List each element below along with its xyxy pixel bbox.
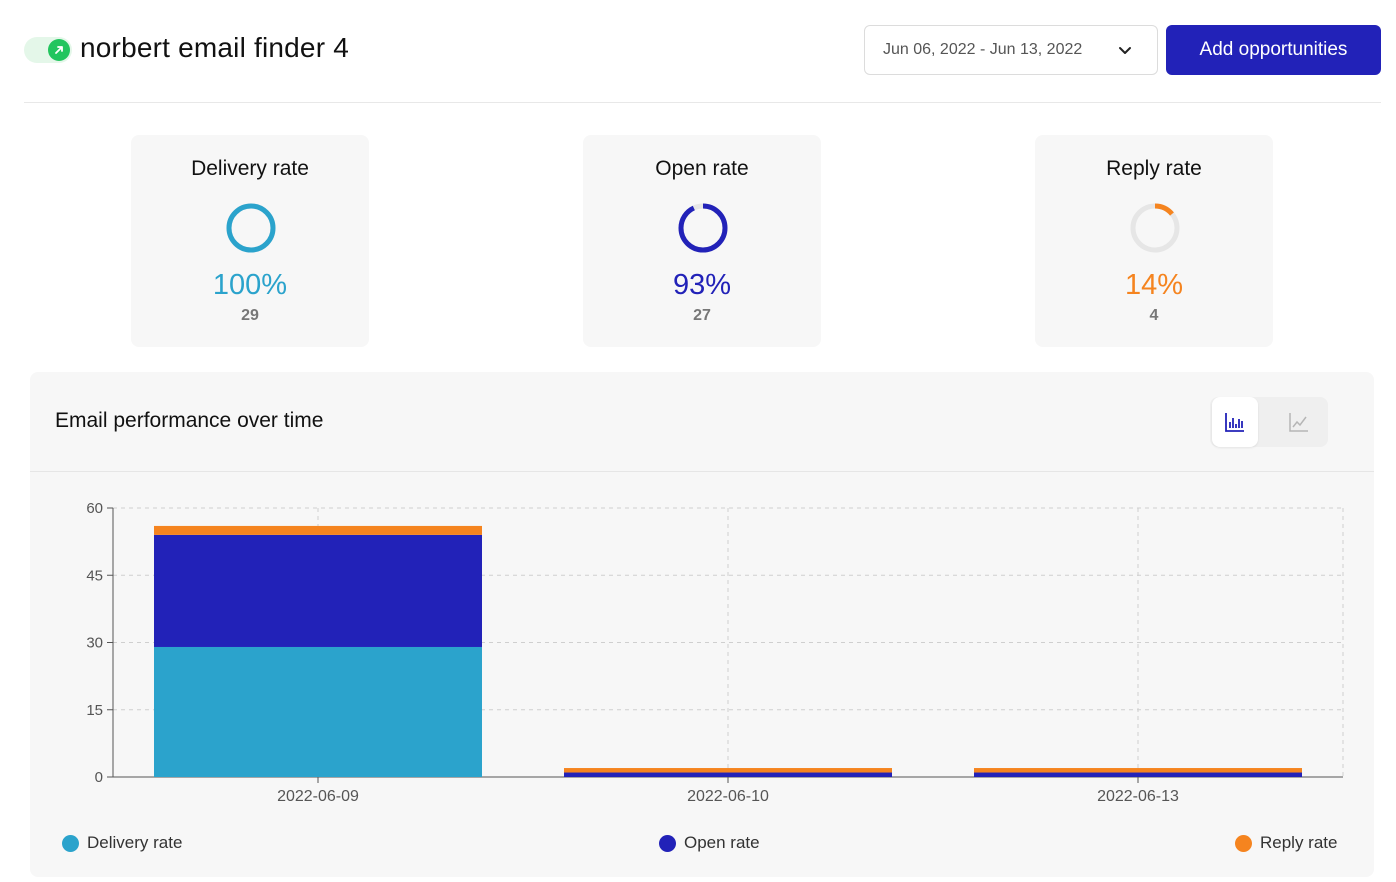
x-tick-label: 2022-06-09: [277, 788, 359, 805]
bar-open-rate-2022-06-13[interactable]: [974, 772, 1302, 777]
chevron-down-icon: [1119, 47, 1131, 54]
stat-card-reply: Reply rate 14% 4: [1035, 135, 1273, 347]
bar-reply-rate-2022-06-13[interactable]: [974, 768, 1302, 773]
x-tick-label: 2022-06-10: [687, 788, 769, 805]
stacked-bar-chart: 0 15 30 45 60 2022-06-09 2022-06-10 2022-06-13: [86, 500, 1344, 805]
header: norbert email finder 4 Jun 06, 2022 - Ju…: [24, 24, 1381, 76]
legend-item-reply[interactable]: Reply rate: [1235, 833, 1337, 853]
y-tick-label: 30: [86, 635, 103, 652]
ring-progress: [226, 203, 276, 253]
legend-dot: [659, 834, 676, 852]
y-tick-label: 0: [95, 769, 103, 786]
stat-count: 27: [693, 307, 711, 324]
legend-dot: [62, 834, 79, 852]
date-range-label: Jun 06, 2022 - Jun 13, 2022: [883, 41, 1083, 58]
stat-title: Reply rate: [1106, 157, 1202, 180]
open-rate-ring: [678, 203, 728, 253]
stat-title: Open rate: [655, 157, 749, 180]
add-opportunities-button[interactable]: Add opportunities: [1166, 25, 1381, 75]
panel-title: Email performance over time: [55, 409, 324, 432]
legend-label: Reply rate: [1260, 833, 1338, 852]
legend-label: Open rate: [684, 833, 760, 852]
stat-card-delivery: Delivery rate 100% 29: [131, 135, 369, 347]
panel-divider: [30, 471, 1374, 472]
legend-item-open[interactable]: Open rate: [659, 833, 760, 853]
chart-view-toggle: [1210, 397, 1328, 447]
stat-count: 4: [1149, 307, 1159, 324]
delivery-rate-ring: [226, 203, 276, 253]
date-range-picker[interactable]: Jun 06, 2022 - Jun 13, 2022: [864, 25, 1158, 75]
bar-reply-rate-2022-06-09[interactable]: [154, 525, 482, 535]
y-tick-label: 15: [86, 702, 103, 719]
reply-rate-ring: [1130, 203, 1180, 253]
page-title: norbert email finder 4: [80, 32, 349, 63]
stat-percent: 100%: [212, 269, 288, 301]
y-tick-label: 60: [86, 500, 103, 517]
x-tick-label: 2022-06-13: [1097, 788, 1179, 805]
stat-card-open: Open rate 93% 27: [583, 135, 821, 347]
bar-delivery-rate-2022-06-09[interactable]: [154, 646, 482, 777]
stat-title: Delivery rate: [191, 157, 309, 180]
bar-open-rate-2022-06-10[interactable]: [564, 772, 892, 777]
stat-percent: 93%: [672, 269, 732, 301]
y-tick-label: 45: [86, 567, 103, 584]
campaign-status-toggle[interactable]: [24, 37, 72, 63]
stat-percent: 14%: [1124, 269, 1184, 301]
header-divider: [24, 102, 1381, 103]
line-chart-icon: [1289, 413, 1308, 432]
bar-reply-rate-2022-06-10[interactable]: [564, 768, 892, 773]
stat-count: 29: [241, 307, 259, 324]
bar-open-rate-2022-06-09[interactable]: [154, 534, 482, 647]
bar-chart-icon: [1225, 413, 1244, 432]
legend-dot: [1235, 834, 1252, 852]
email-performance-panel: Email performance over time 0 15 30 45 60 202…: [30, 372, 1374, 877]
ring-progress: [678, 203, 728, 253]
legend-item-delivery[interactable]: Delivery rate: [62, 833, 182, 853]
ring-progress: [1130, 203, 1180, 253]
bar-chart-view-button[interactable]: [1212, 397, 1258, 447]
trend-up-icon: [48, 39, 70, 61]
legend-label: Delivery rate: [87, 833, 183, 852]
line-chart-view-button[interactable]: [1276, 397, 1322, 447]
